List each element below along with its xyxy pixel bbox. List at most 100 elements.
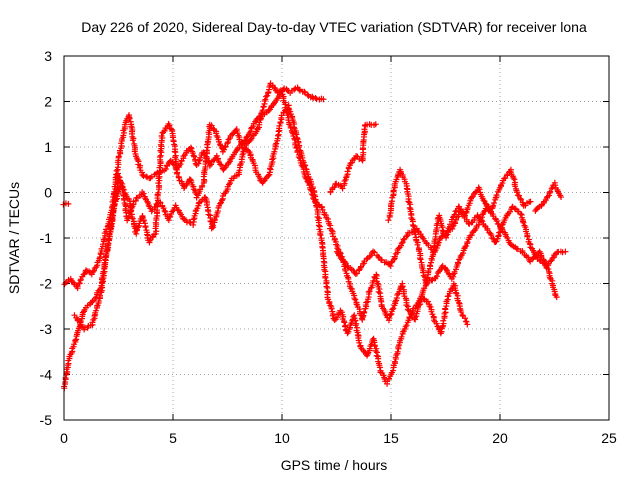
y-tick-label: 2 <box>44 94 52 110</box>
data-point-marker <box>546 190 553 197</box>
data-point-marker <box>217 200 224 207</box>
data-point-marker <box>353 152 360 159</box>
chart-title: Day 226 of 2020, Sidereal Day-to-day VTE… <box>81 19 587 35</box>
series-arc-6 <box>327 121 379 196</box>
data-point-marker <box>144 198 151 205</box>
data-point-marker <box>407 310 414 317</box>
data-point-marker <box>390 305 397 312</box>
data-point-marker <box>388 259 395 266</box>
data-point-marker <box>237 162 244 169</box>
data-point-marker <box>284 112 291 119</box>
data-point-marker <box>169 208 176 215</box>
data-point-marker <box>390 187 397 194</box>
data-point-marker <box>488 232 495 239</box>
data-point-marker <box>509 204 516 211</box>
data-point-marker <box>385 260 392 267</box>
series-arc-4 <box>71 102 560 387</box>
data-point-marker <box>276 122 283 129</box>
data-point-marker <box>493 218 500 225</box>
data-point-marker <box>445 292 452 299</box>
data-point-marker <box>393 176 400 183</box>
data-point-marker <box>277 119 284 126</box>
series-arc-1 <box>60 200 72 208</box>
data-point-marker <box>341 319 348 326</box>
data-point-marker <box>398 240 405 247</box>
data-point-marker <box>296 87 303 94</box>
data-point-marker <box>95 298 102 305</box>
data-point-marker <box>433 273 440 280</box>
data-point-marker <box>426 303 433 310</box>
data-point-marker <box>458 309 465 316</box>
data-point-marker <box>222 143 229 150</box>
data-point-marker <box>320 96 327 103</box>
data-point-marker <box>329 312 336 319</box>
data-point-marker <box>372 343 379 350</box>
data-point-marker <box>96 254 103 261</box>
data-point-marker <box>296 86 303 93</box>
data-point-marker <box>65 200 72 207</box>
data-point-marker <box>352 296 359 303</box>
y-tick-label: -2 <box>40 276 53 292</box>
x-tick-label: 0 <box>60 430 68 446</box>
data-point-marker <box>139 171 146 178</box>
data-point-marker <box>269 156 276 163</box>
data-point-marker <box>480 197 487 204</box>
y-tick-label: 0 <box>44 185 52 201</box>
data-point-marker <box>542 260 549 267</box>
data-point-marker <box>312 94 319 101</box>
data-point-marker <box>366 288 373 295</box>
y-tick-label: -1 <box>40 230 53 246</box>
data-point-marker <box>442 266 449 273</box>
data-point-marker <box>72 337 79 344</box>
data-point-marker <box>394 291 401 298</box>
data-point-marker <box>296 144 303 150</box>
data-point-marker <box>156 154 163 161</box>
data-point-marker <box>89 298 96 305</box>
data-point-marker <box>454 259 461 266</box>
data-point-marker <box>468 194 475 201</box>
data-point-marker <box>218 197 225 204</box>
data-point-marker <box>372 121 379 128</box>
data-point-marker <box>387 263 394 270</box>
data-point-marker <box>414 241 421 248</box>
data-point-marker <box>445 270 452 277</box>
data-point-marker <box>403 233 410 240</box>
x-tick-label: 20 <box>492 430 508 446</box>
data-point-marker <box>476 186 483 193</box>
data-point-marker <box>427 262 434 269</box>
data-point-marker <box>363 256 370 263</box>
data-point-marker <box>161 128 168 135</box>
data-point-marker <box>261 98 268 105</box>
data-point-marker <box>147 174 154 181</box>
data-point-marker <box>513 189 520 196</box>
data-point-marker <box>412 231 419 238</box>
data-point-marker <box>373 352 380 359</box>
plot-frame <box>63 55 610 421</box>
data-point-marker <box>216 141 223 148</box>
data-point-marker <box>520 219 527 226</box>
data-point-marker <box>429 249 436 256</box>
data-point-marker <box>451 211 458 218</box>
data-point-marker <box>390 367 397 374</box>
data-point-marker <box>105 236 112 243</box>
data-point-marker <box>152 219 159 226</box>
data-point-marker <box>376 364 383 371</box>
data-point-marker <box>455 299 462 306</box>
data-point-marker <box>322 274 329 281</box>
data-point-marker <box>461 244 468 251</box>
data-point-marker <box>314 214 321 221</box>
data-point-marker <box>313 203 320 210</box>
x-axis-label: GPS time / hours <box>281 457 388 473</box>
data-point-marker <box>504 234 511 241</box>
data-point-marker <box>191 153 198 160</box>
data-point-marker <box>524 233 531 240</box>
data-point-marker <box>511 205 518 212</box>
data-point-marker <box>491 199 498 206</box>
data-point-marker <box>126 115 133 122</box>
data-point-marker <box>347 285 354 292</box>
x-tick-label: 5 <box>169 430 177 446</box>
data-point-marker <box>158 132 165 139</box>
data-point-marker <box>206 162 213 169</box>
data-point-marker <box>482 200 489 207</box>
